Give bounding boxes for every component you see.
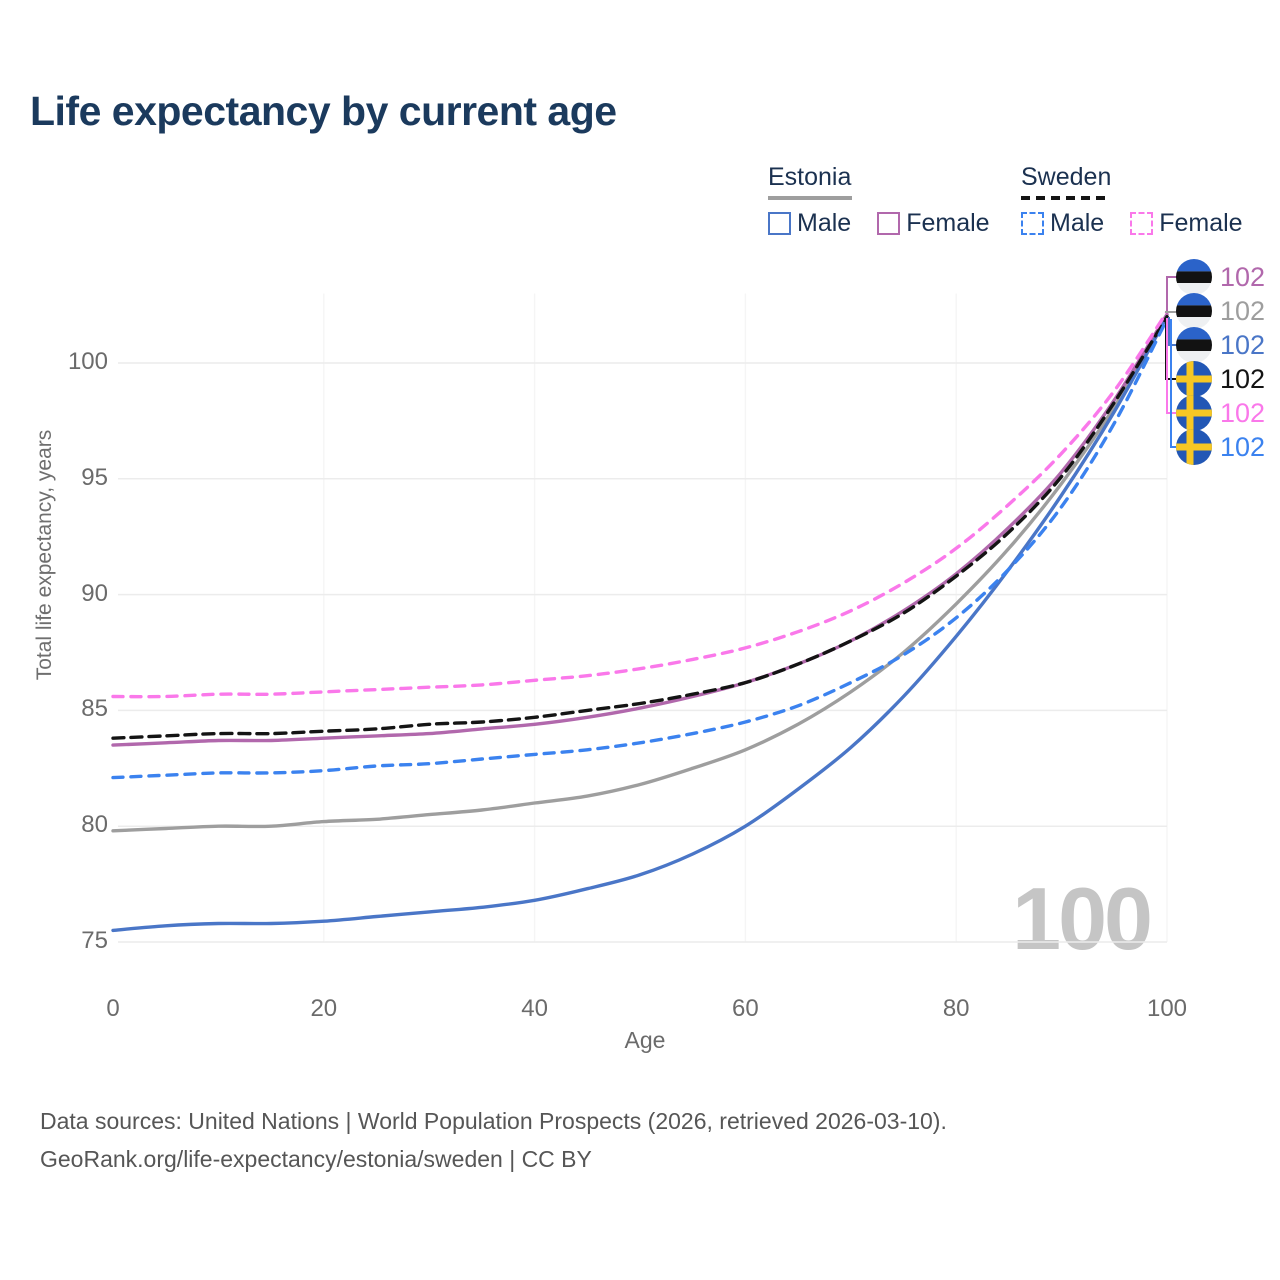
- legend-item-label: Female: [906, 209, 990, 237]
- sweden-flag-icon: [1176, 395, 1212, 431]
- end-value-label: 102: [1220, 397, 1266, 428]
- y-tick-label: 75: [81, 927, 108, 954]
- legend-item-sweden-female[interactable]: Female: [1130, 209, 1243, 238]
- legend-dashed-line-sample: [1021, 196, 1111, 200]
- y-tick-label: 100: [67, 348, 108, 375]
- y-axis-title: Total life expectancy, years: [33, 429, 56, 681]
- x-tick-label: 100: [1146, 995, 1188, 1022]
- data-sources-note: Data sources: United Nations | World Pop…: [40, 1108, 947, 1134]
- sweden-female-swatch-icon: [1130, 212, 1154, 235]
- series-line-estonia: [111, 315, 1169, 833]
- estonia-female-swatch-icon: [877, 212, 901, 235]
- y-tick-label: 95: [81, 463, 108, 491]
- legend-item-estonia-female[interactable]: Female: [877, 209, 990, 238]
- y-tick-label: 80: [81, 811, 108, 839]
- end-label-row: 102: [1176, 259, 1265, 295]
- estonia-flag-icon: [1176, 259, 1212, 295]
- estonia-male-swatch-icon: [768, 212, 791, 235]
- end-value-label: 102: [1220, 431, 1266, 462]
- legend-solid-line-sample: [768, 196, 852, 200]
- end-label-row: 102: [1176, 361, 1265, 397]
- end-value-label: 102: [1220, 363, 1266, 394]
- legend-item-label: Male: [1050, 209, 1105, 237]
- end-label-row: 102: [1176, 327, 1265, 363]
- legend-group-label: Sweden: [1021, 163, 1112, 191]
- end-label-row: 102: [1176, 429, 1265, 465]
- attribution-note: GeoRank.org/life-expectancy/estonia/swed…: [40, 1146, 592, 1172]
- x-tick-label: 0: [106, 995, 120, 1022]
- series-line-sweden-male: [111, 317, 1169, 780]
- legend-group-sweden[interactable]: Sweden Male Female: [1021, 163, 1243, 238]
- page-title: Life expectancy by current age: [30, 88, 617, 134]
- legend-item-sweden-male[interactable]: Male: [1021, 209, 1104, 238]
- x-tick-label: 20: [310, 995, 338, 1022]
- x-axis-title: Age: [624, 1027, 666, 1053]
- x-tick-label: 60: [732, 995, 759, 1022]
- x-tick-label: 80: [942, 995, 970, 1022]
- legend-group-estonia[interactable]: Estonia Male Female: [768, 163, 990, 238]
- legend-item-label: Female: [1159, 209, 1243, 237]
- sweden-flag-icon: [1176, 429, 1212, 465]
- legend-group-label: Estonia: [768, 163, 852, 191]
- end-value-label: 102: [1220, 261, 1266, 292]
- series-line-estonia-female: [111, 312, 1169, 747]
- y-tick-label: 85: [81, 695, 108, 723]
- leader-lines: [1165, 276, 1178, 448]
- end-label-row: 102: [1176, 293, 1265, 329]
- sweden-flag-icon: [1176, 361, 1212, 397]
- end-value-label: 102: [1220, 329, 1266, 360]
- end-value-label: 102: [1220, 295, 1266, 326]
- leader-line: [1166, 276, 1178, 315]
- legend-item-label: Male: [797, 209, 852, 237]
- age-watermark: 100: [1012, 869, 1153, 968]
- series-line-sweden: [111, 315, 1169, 740]
- sweden-male-swatch-icon: [1021, 212, 1044, 235]
- estonia-flag-icon: [1176, 327, 1212, 363]
- leader-line: [1170, 319, 1178, 448]
- x-tick-label: 40: [521, 995, 548, 1022]
- y-tick-label: 90: [81, 579, 108, 607]
- series-line-sweden-female: [111, 310, 1169, 699]
- leader-line: [1168, 317, 1178, 346]
- leader-line: [1166, 318, 1178, 414]
- series-line-estonia-male: [111, 315, 1169, 933]
- estonia-flag-icon: [1176, 293, 1212, 329]
- end-label-row: 102: [1176, 395, 1265, 431]
- line-chart-plot: [111, 293, 1169, 943]
- legend-item-estonia-male[interactable]: Male: [768, 209, 851, 238]
